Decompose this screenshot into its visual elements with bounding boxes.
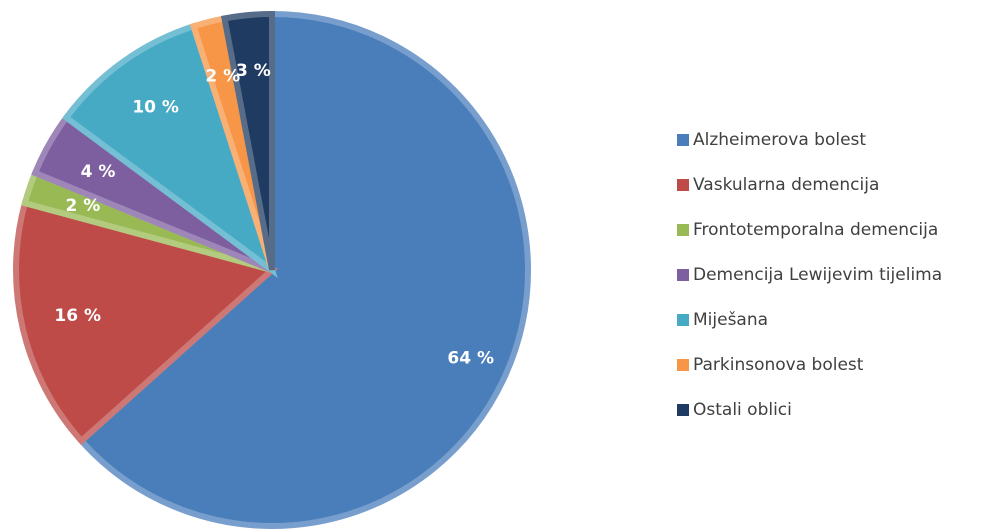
data-label: 4 % (81, 162, 116, 182)
legend-swatch (677, 269, 689, 281)
data-label: 2 % (205, 66, 240, 86)
legend-label: Vaskularna demencija (693, 175, 879, 195)
legend-label: Frontotemporalna demencija (693, 220, 938, 240)
legend-label: Ostali oblici (693, 400, 792, 420)
data-label: 10 % (132, 98, 179, 118)
data-label: 64 % (447, 349, 494, 369)
data-label: 16 % (54, 306, 101, 326)
pie-slice (13, 199, 279, 446)
legend-swatch (677, 314, 689, 326)
pie-slice (77, 10, 531, 529)
legend-swatch (677, 179, 689, 191)
legend-label: Demencija Lewijevim tijelima (693, 265, 942, 285)
legend-label: Parkinsonova bolest (693, 355, 864, 375)
legend-label: Miješana (693, 310, 768, 330)
legend-swatch (677, 359, 689, 371)
legend-swatch (677, 134, 689, 146)
pie-slice (220, 10, 275, 271)
legend-swatch (677, 404, 689, 416)
pie-slice (62, 22, 278, 278)
legend-swatch (677, 224, 689, 236)
data-label: 3 % (236, 61, 271, 81)
legend-label: Alzheimerova bolest (693, 130, 866, 150)
data-label: 2 % (65, 196, 100, 216)
